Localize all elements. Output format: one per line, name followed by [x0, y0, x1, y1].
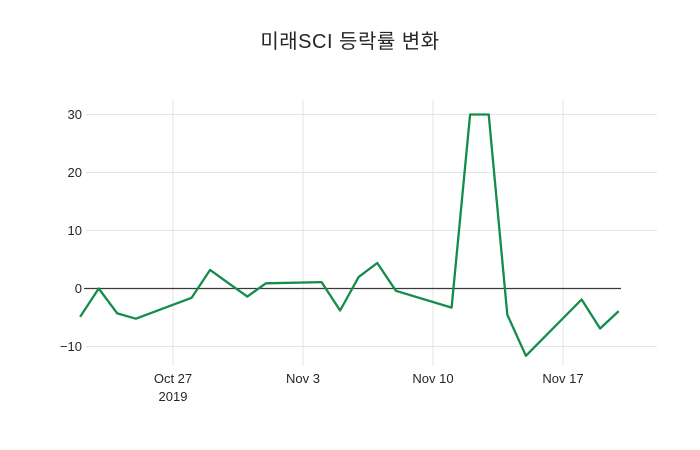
y-tick-label: 30	[67, 106, 82, 122]
chart-title: 미래SCI 등락률 변화	[260, 31, 440, 53]
y-tick-label: 20	[67, 164, 82, 180]
series-line	[79, 113, 620, 357]
x-tick-label: Oct 27 2019	[128, 370, 218, 406]
x-tick-label: Nov 3	[286, 371, 320, 386]
y-tick-label: 0	[74, 280, 82, 296]
y-tick-label: 10	[67, 222, 82, 238]
x-tick-sublabel: 2019	[158, 389, 188, 404]
x-tick-label: Nov 17	[542, 371, 584, 386]
y-tick-label: −10	[59, 338, 82, 354]
x-tick-label: Nov 10	[412, 371, 454, 386]
